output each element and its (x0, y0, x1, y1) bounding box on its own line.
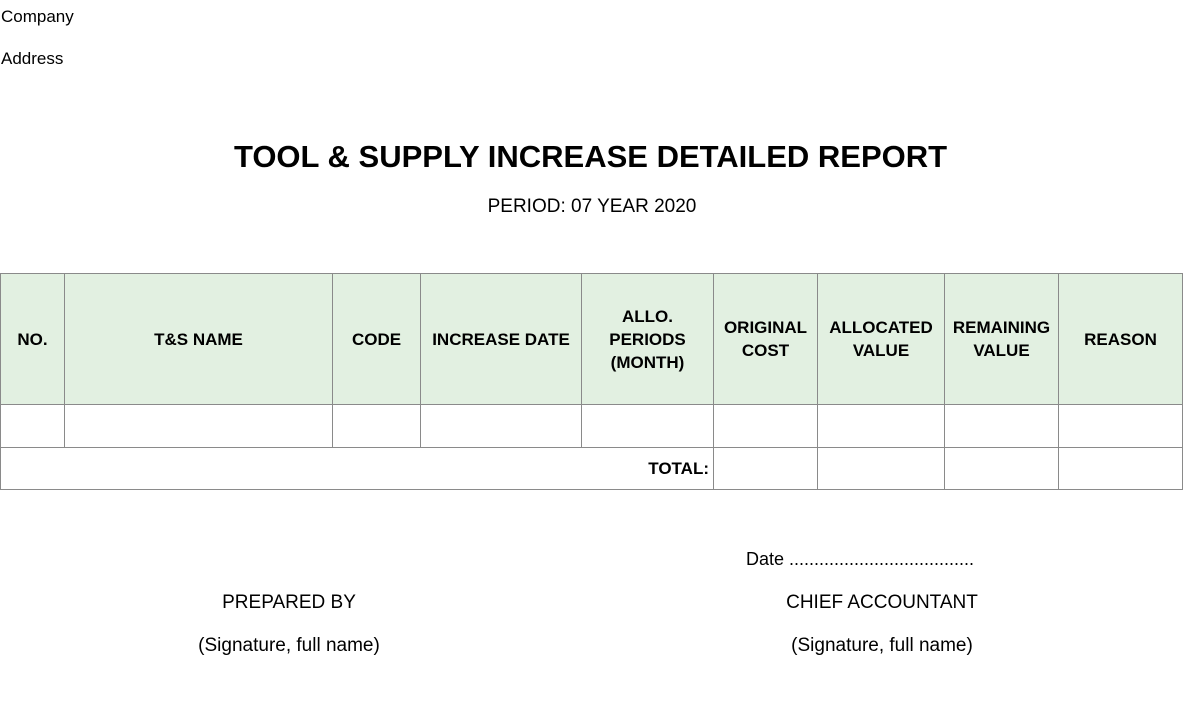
table-cell-allocated-value[interactable] (817, 404, 945, 448)
column-header-no: NO. (0, 273, 65, 405)
column-header-remaining-value: REMAINING VALUE (944, 273, 1059, 405)
table-cell-code[interactable] (332, 404, 421, 448)
table-cell-remaining-value[interactable] (944, 404, 1059, 448)
report-title: TOOL & SUPPLY INCREASE DETAILED REPORT (233, 139, 948, 174)
column-header-original-cost: ORIGINAL COST (713, 273, 818, 405)
table-cell-allo-periods[interactable] (581, 404, 714, 448)
column-header-allo-periods: ALLO. PERIODS (MONTH) (581, 273, 714, 405)
report-table: NO. T&S NAME CODE INCREASE DATE ALLO. PE… (0, 273, 1183, 490)
prepared-by-signature-hint: (Signature, full name) (198, 635, 380, 656)
report-period: PERIOD: 07 YEAR 2020 (487, 196, 697, 217)
table-cell-no[interactable] (0, 404, 65, 448)
chief-accountant-signature-hint: (Signature, full name) (791, 635, 973, 656)
column-header-reason: REASON (1058, 273, 1183, 405)
column-header-allocated-value: ALLOCATED VALUE (817, 273, 945, 405)
chief-accountant-label: CHIEF ACCOUNTANT (786, 592, 978, 613)
total-allocated-value[interactable] (817, 447, 945, 490)
table-cell-ts-name[interactable] (64, 404, 333, 448)
total-reason[interactable] (1058, 447, 1183, 490)
table-cell-original-cost[interactable] (713, 404, 818, 448)
column-header-increase-date: INCREASE DATE (420, 273, 582, 405)
total-original-cost[interactable] (713, 447, 818, 490)
table-cell-increase-date[interactable] (420, 404, 582, 448)
column-header-ts-name: T&S NAME (64, 273, 333, 405)
prepared-by-label: PREPARED BY (222, 592, 356, 613)
total-row: TOTAL: (0, 447, 1183, 490)
date-line: Date ...................................… (746, 549, 975, 569)
table-cell-reason[interactable] (1058, 404, 1183, 448)
table-row (0, 404, 1183, 448)
company-label: Company (1, 7, 74, 26)
total-label: TOTAL: (0, 447, 714, 490)
address-label: Address (1, 49, 64, 68)
table-header-row: NO. T&S NAME CODE INCREASE DATE ALLO. PE… (0, 273, 1183, 405)
total-remaining-value[interactable] (944, 447, 1059, 490)
column-header-code: CODE (332, 273, 421, 405)
